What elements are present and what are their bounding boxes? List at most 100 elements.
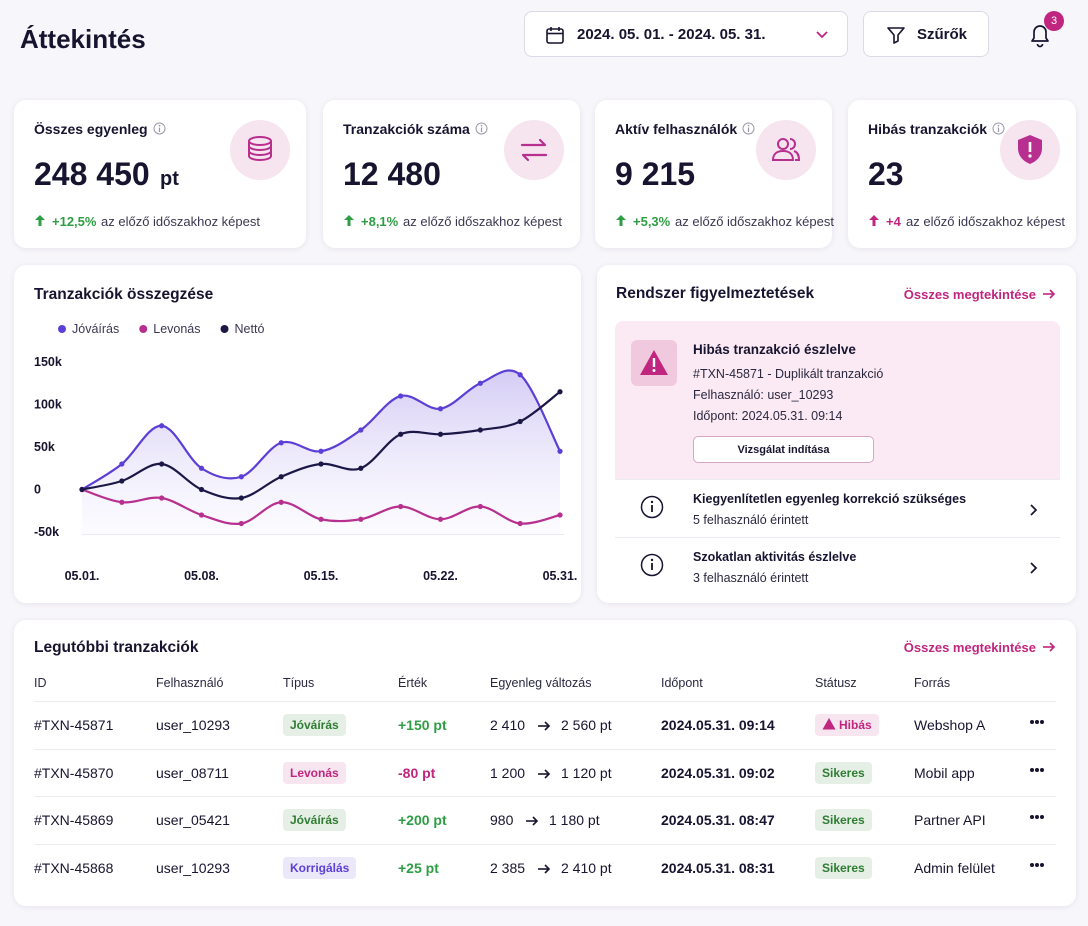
arrow-right [1043, 642, 1056, 652]
row-menu[interactable] [1029, 719, 1045, 725]
y-tick-label: 150k [34, 355, 62, 369]
icon-shape [640, 553, 664, 577]
kpi-value: 12 480 [343, 156, 441, 192]
point [517, 372, 523, 378]
column-header: ID [34, 676, 47, 690]
icon-shape [532, 816, 539, 826]
source: Partner API [914, 812, 986, 829]
icon-shape [869, 215, 879, 226]
value: -80 pt [398, 764, 436, 781]
balance-from: 1 200 [490, 764, 526, 781]
icon-shape [248, 141, 272, 162]
point [398, 393, 404, 399]
trend-arrow [35, 215, 45, 226]
arrow [538, 721, 551, 731]
column-header: Státusz [815, 676, 857, 690]
kpi-change: +12,5% [52, 214, 97, 229]
icon-shape [544, 769, 551, 779]
page-title: Áttekintés [20, 24, 146, 54]
point [318, 461, 324, 467]
status-warning-icon [822, 718, 836, 730]
icon-shape [153, 122, 166, 135]
icon-shape [640, 495, 664, 519]
type-badge: Levonás [283, 761, 346, 784]
time: 2024.05.31. 09:14 [661, 717, 775, 733]
value: +150 pt [398, 717, 447, 733]
icon-shape [1040, 863, 1044, 868]
point [119, 478, 125, 484]
icon-shape [742, 122, 755, 135]
icon-shape [789, 138, 801, 161]
type-badge: Jóváírás [283, 714, 346, 736]
point [238, 495, 244, 501]
icon-shape [544, 864, 551, 874]
icon-shape [1035, 767, 1039, 772]
point [238, 520, 244, 527]
featured-alert-line: #TXN-45871 - Duplikált tranzakció [693, 367, 884, 381]
view-all-link[interactable]: Összes megtekintése [903, 640, 1036, 655]
kpi-label: Hibás tranzakciók [868, 121, 988, 137]
point [278, 440, 284, 446]
user: user_10293 [156, 860, 230, 877]
balance-to: 1 180 pt [549, 812, 600, 829]
icon-shape [1040, 815, 1044, 820]
alert-item-subtitle: 5 felhasználó érintett [693, 513, 809, 527]
warning-icon [631, 340, 677, 386]
point [398, 503, 404, 510]
alert-item-title: Kiegyenlítetlen egyenleg korrekció szüks… [693, 492, 967, 506]
icon-shape [475, 122, 488, 135]
legend-dot [220, 325, 229, 333]
icon-shape [887, 27, 905, 44]
kpi-card: Tranzakciók száma 12 480 +8,1% az előző idő… [323, 100, 580, 248]
row-menu[interactable] [1029, 814, 1045, 820]
chevron-right [1030, 562, 1038, 574]
point [198, 512, 205, 518]
icon-shape [544, 721, 551, 731]
date-range-picker[interactable]: 2024. 05. 01. - 2024. 05. 31. [524, 11, 848, 57]
legend-label: Jóváírás [72, 322, 119, 336]
row-menu[interactable] [1029, 862, 1045, 868]
icon-shape [1031, 25, 1049, 42]
point [79, 486, 85, 493]
icon-shape [1035, 815, 1039, 820]
point [437, 406, 444, 412]
date-range-text: 2024. 05. 01. - 2024. 05. 31. [577, 26, 766, 43]
featured-alert-line: Időpont: 2024.05.31. 09:14 [693, 409, 843, 423]
point [517, 520, 523, 527]
point [119, 499, 125, 505]
icon-shape [652, 358, 656, 367]
icon-shape [616, 215, 626, 226]
calendar-icon [546, 27, 564, 44]
filter-button[interactable]: Szűrők [863, 11, 989, 57]
view-all-link[interactable]: Összes megtekintése [903, 287, 1036, 302]
icon-shape [650, 558, 654, 562]
row-menu[interactable] [1029, 767, 1045, 773]
kpi-label: Aktív felhasználók [615, 121, 738, 137]
alert-item[interactable]: Kiegyenlítetlen egyenleg korrekció szüks… [615, 479, 1060, 538]
point [198, 465, 205, 471]
trend-arrow [344, 215, 354, 226]
icon-shape [771, 149, 795, 161]
point [119, 461, 125, 467]
point [358, 427, 364, 433]
alert-item[interactable]: Szokatlan aktivitás észlelve 3 felhasznál… [615, 537, 1060, 596]
point [557, 389, 563, 395]
status-badge: Sikeres [815, 809, 872, 832]
icon-shape [1028, 154, 1032, 158]
y-tick-label: 0 [34, 483, 41, 497]
investigate-button[interactable]: Vizsgálat indítása [693, 436, 874, 463]
balance-from: 2 385 [490, 860, 526, 877]
point [557, 448, 563, 454]
transactions-title: Legutóbbi tranzakciók [34, 639, 199, 656]
icon-shape [480, 124, 483, 127]
icon-shape [1049, 642, 1056, 652]
featured-alert: Hibás tranzakció észlelve #TXN-45871 - Du… [615, 321, 1060, 479]
kpi-value: 248 450 [34, 156, 150, 192]
notification-badge: 3 [1044, 11, 1064, 31]
chart-title: Tranzakciók összegzése [34, 286, 214, 303]
icon-shape [1049, 289, 1056, 299]
notification-bell[interactable] [1026, 20, 1056, 50]
point [477, 427, 483, 433]
filter-icon [887, 27, 905, 44]
